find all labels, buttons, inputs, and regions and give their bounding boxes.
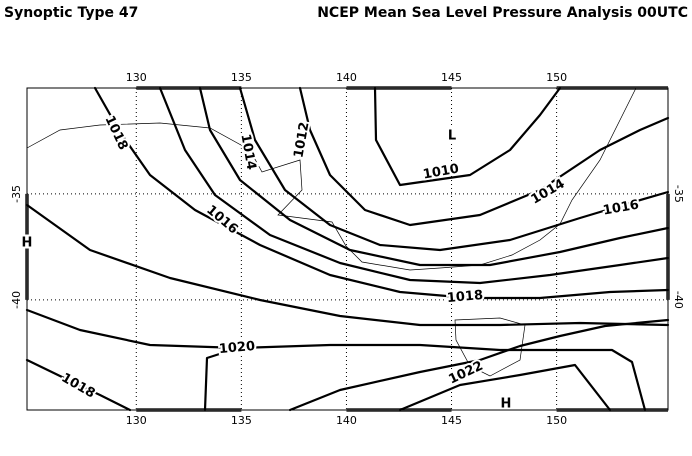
isobar — [158, 86, 670, 285]
isobar — [238, 86, 670, 252]
isobar — [25, 308, 647, 412]
isobar — [203, 347, 237, 412]
lon-tick-label: 135 — [231, 414, 252, 427]
isobar — [25, 358, 132, 412]
isobar — [373, 86, 562, 187]
lat-tick-label: -40 — [10, 291, 23, 309]
coast — [26, 87, 637, 271]
isobar — [25, 203, 670, 327]
isobar — [298, 86, 670, 227]
lon-tick-label: 150 — [546, 414, 567, 427]
lat-tick-label: -40 — [672, 291, 685, 309]
lon-tick-label: 150 — [546, 71, 567, 84]
lon-tick-label: 140 — [336, 71, 357, 84]
map-frame — [26, 87, 669, 411]
pressure-center: H — [22, 236, 33, 251]
lon-tick-label: 140 — [336, 414, 357, 427]
isobar — [288, 318, 670, 412]
coastline — [26, 87, 637, 377]
pressure-center: L — [448, 129, 456, 144]
lat-tick-label: -35 — [10, 185, 23, 203]
isobars — [25, 86, 670, 412]
isobar-label: 1020 — [218, 339, 255, 357]
lon-tick-label: 130 — [126, 414, 147, 427]
isobar — [398, 363, 612, 412]
isobar — [93, 86, 670, 300]
isobar — [198, 86, 670, 267]
lon-tick-label: 145 — [441, 414, 462, 427]
tasmania — [454, 317, 526, 377]
left-title: Synoptic Type 47 — [4, 5, 138, 21]
isobar-label: 1018 — [446, 288, 483, 306]
lat-tick-label: -35 — [672, 185, 685, 203]
lon-tick-label: 145 — [441, 71, 462, 84]
right-title: NCEP Mean Sea Level Pressure Analysis 00… — [317, 5, 688, 21]
lon-tick-label: 130 — [126, 71, 147, 84]
pressure-center: H — [501, 397, 512, 412]
lon-tick-label: 135 — [231, 71, 252, 84]
